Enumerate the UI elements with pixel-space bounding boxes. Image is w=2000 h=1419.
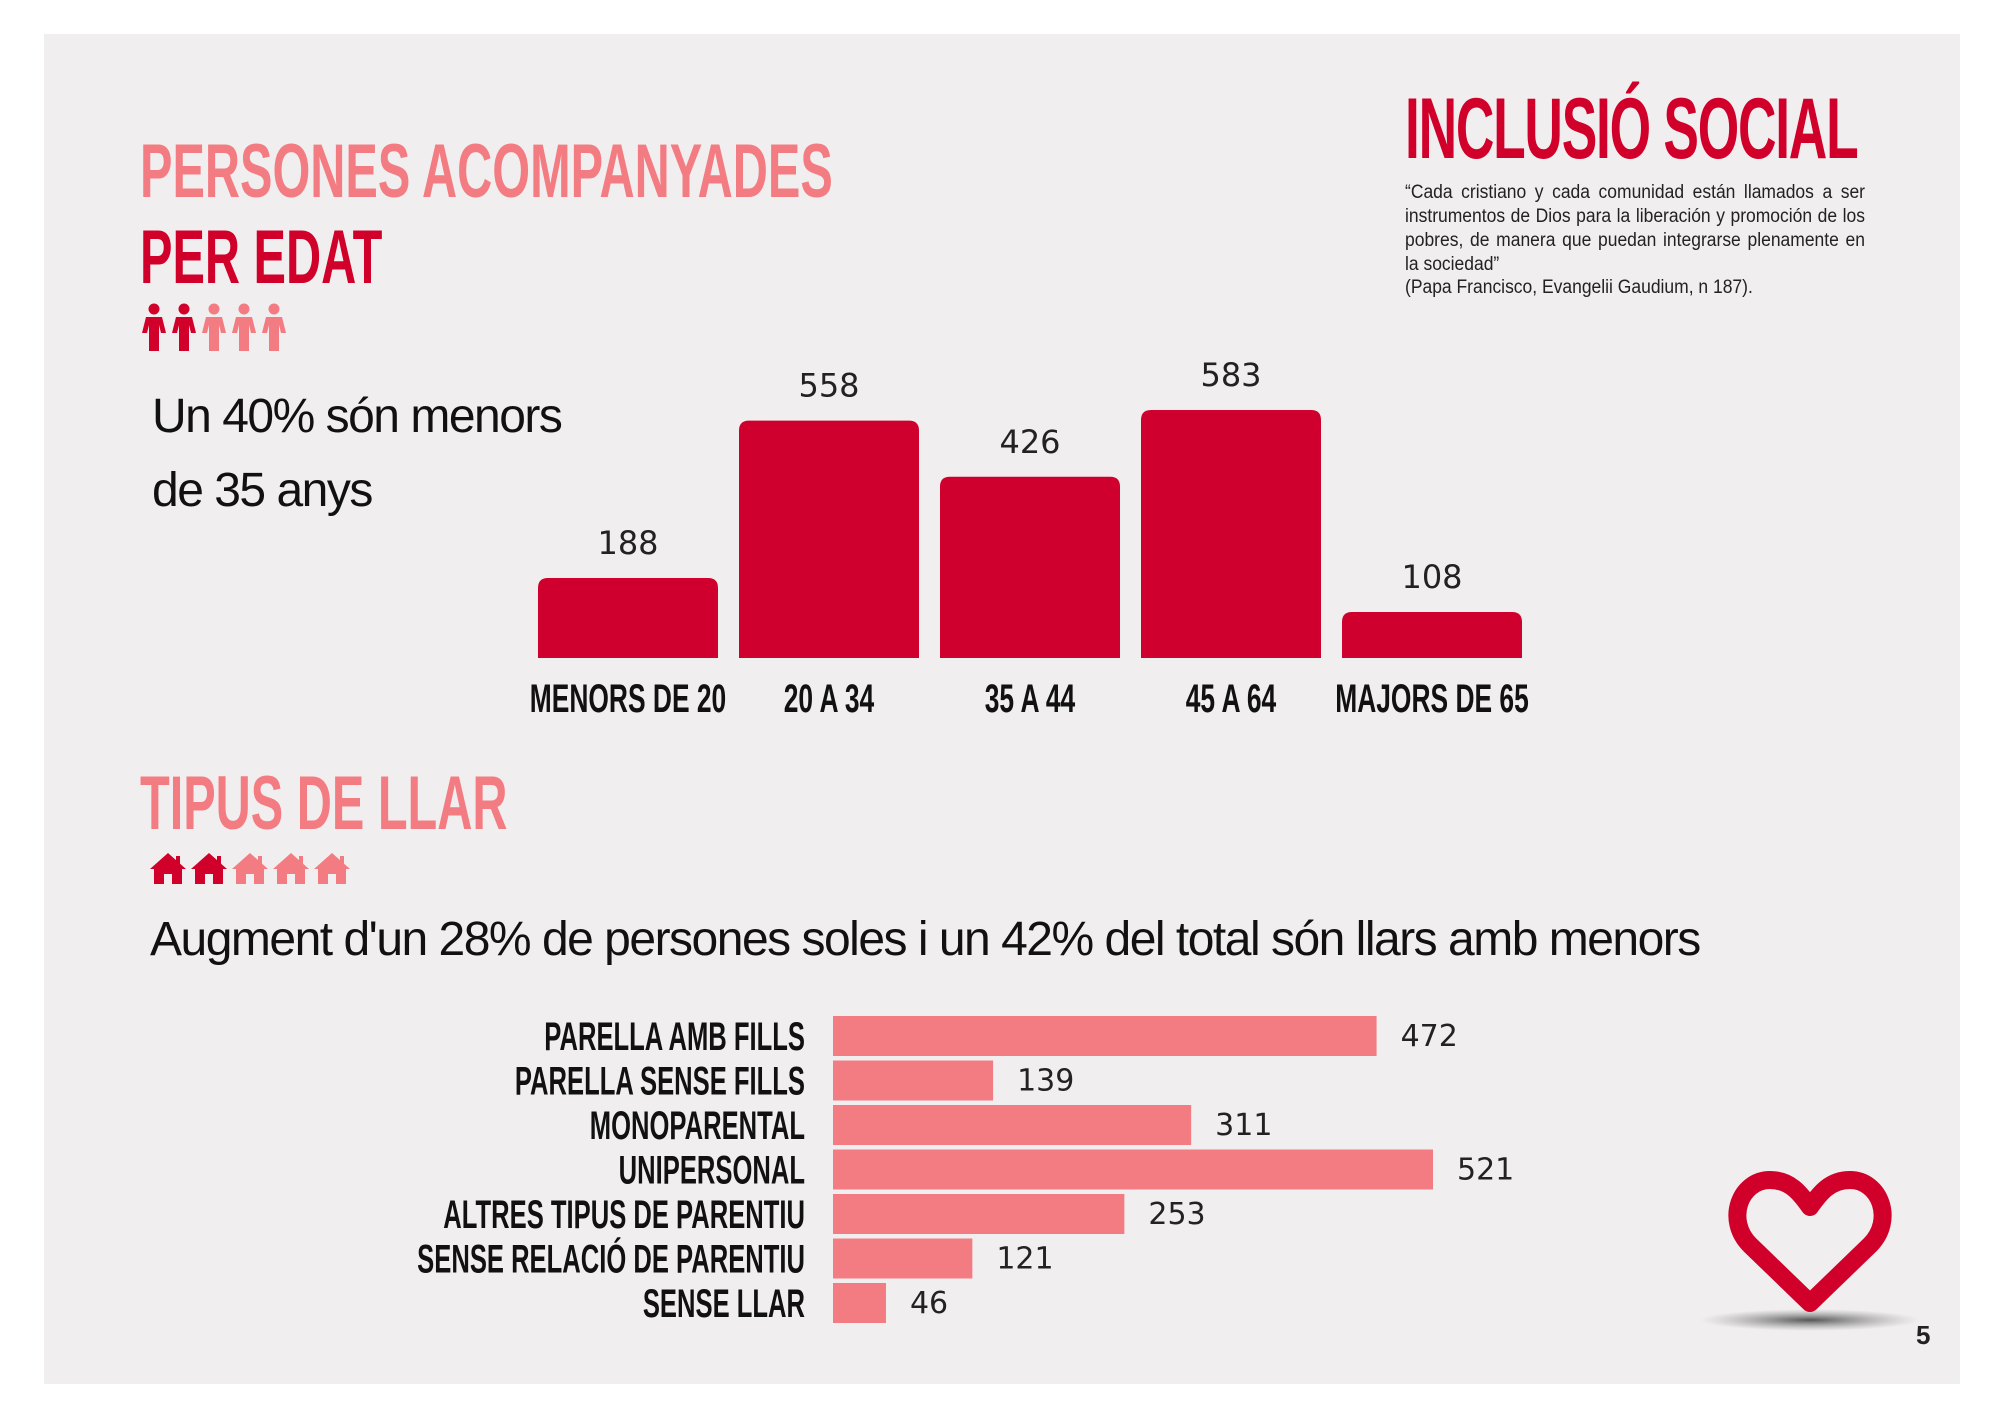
household-category-label: ALTRES TIPUS DE PARENTIU (443, 1193, 805, 1237)
household-category-label: SENSE RELACIÓ DE PARENTIU (417, 1237, 805, 1282)
household-bar (833, 1238, 973, 1279)
household-bar-value: 253 (1148, 1197, 1205, 1232)
household-bar (833, 1016, 1377, 1056)
page-number: 5 (1916, 1320, 1931, 1350)
house-icon-row (148, 850, 353, 891)
age-bar-value: 426 (999, 423, 1060, 461)
people-icon-row (140, 303, 290, 356)
household-bar-value: 139 (1017, 1064, 1074, 1099)
household-category-label: PARELLA AMB FILLS (544, 1015, 805, 1059)
household-section-caption: Augment d'un 28% de persones soles i un … (150, 913, 1701, 966)
age-bar-value: 558 (798, 367, 859, 405)
household-bar-chart: 472 PARELLA AMB FILLS 139 PARELLA SENSE FIL… (417, 1015, 1514, 1326)
household-bar (833, 1283, 886, 1323)
age-category-label: 35 A 44 (985, 677, 1076, 722)
household-bar (833, 1105, 1192, 1145)
household-section-title: TIPUS DE LLAR (140, 761, 508, 846)
household-category-label: MONOPARENTAL (590, 1104, 805, 1148)
house-icon (271, 850, 311, 891)
house-icon (148, 850, 188, 891)
age-category-label: 45 A 64 (1186, 677, 1277, 722)
household-category-label: PARELLA SENSE FILLS (515, 1060, 805, 1104)
household-bar-value: 121 (996, 1242, 1053, 1277)
age-category-label: MENORS DE 20 (530, 677, 727, 722)
age-category-label: 20 A 34 (784, 677, 875, 722)
age-bar-value: 583 (1200, 356, 1261, 394)
age-section-title: PERSONES ACOMPANYADES (140, 129, 833, 214)
age-category-label: MAJORS DE 65 (1335, 677, 1529, 722)
age-bar-value: 188 (597, 524, 658, 562)
people-icon (230, 303, 258, 356)
household-category-label: SENSE LLAR (643, 1282, 805, 1326)
heart-logo-icon (1660, 1165, 1920, 1340)
age-bar (940, 476, 1120, 658)
household-category-label: UNIPERSONAL (619, 1149, 805, 1193)
household-bar (833, 1194, 1125, 1234)
household-bar (833, 1060, 994, 1101)
house-icon (189, 850, 229, 891)
page-title: INCLUSIÓ SOCIAL (1405, 81, 1859, 177)
people-icon (200, 303, 228, 356)
people-icon (140, 303, 168, 356)
age-bar-value: 108 (1401, 558, 1462, 596)
household-bar-value: 521 (1457, 1153, 1514, 1188)
household-bar (833, 1149, 1433, 1190)
household-bar-value: 46 (910, 1286, 948, 1321)
quote-text: “Cada cristiano y cada comunidad están l… (1405, 182, 1865, 275)
age-bar (538, 578, 718, 658)
age-bar (739, 420, 919, 658)
age-bar-chart: 188 MENORS DE 20 558 20 A 34 426 35 A 44 583 45… (530, 356, 1529, 722)
house-icon (230, 850, 270, 891)
house-icon (312, 850, 352, 891)
people-icon (170, 303, 198, 356)
age-bar (1141, 410, 1321, 658)
age-section-subtitle: PER EDAT (140, 215, 383, 300)
household-bar-value: 472 (1401, 1019, 1458, 1054)
people-icon (260, 303, 288, 356)
age-section-caption: Un 40% són menors de 35 anys (152, 390, 563, 517)
age-bar (1342, 612, 1522, 658)
quote-reference: (Papa Francisco, Evangelii Gaudium, n 18… (1405, 277, 1753, 298)
household-bar-value: 311 (1215, 1108, 1272, 1143)
